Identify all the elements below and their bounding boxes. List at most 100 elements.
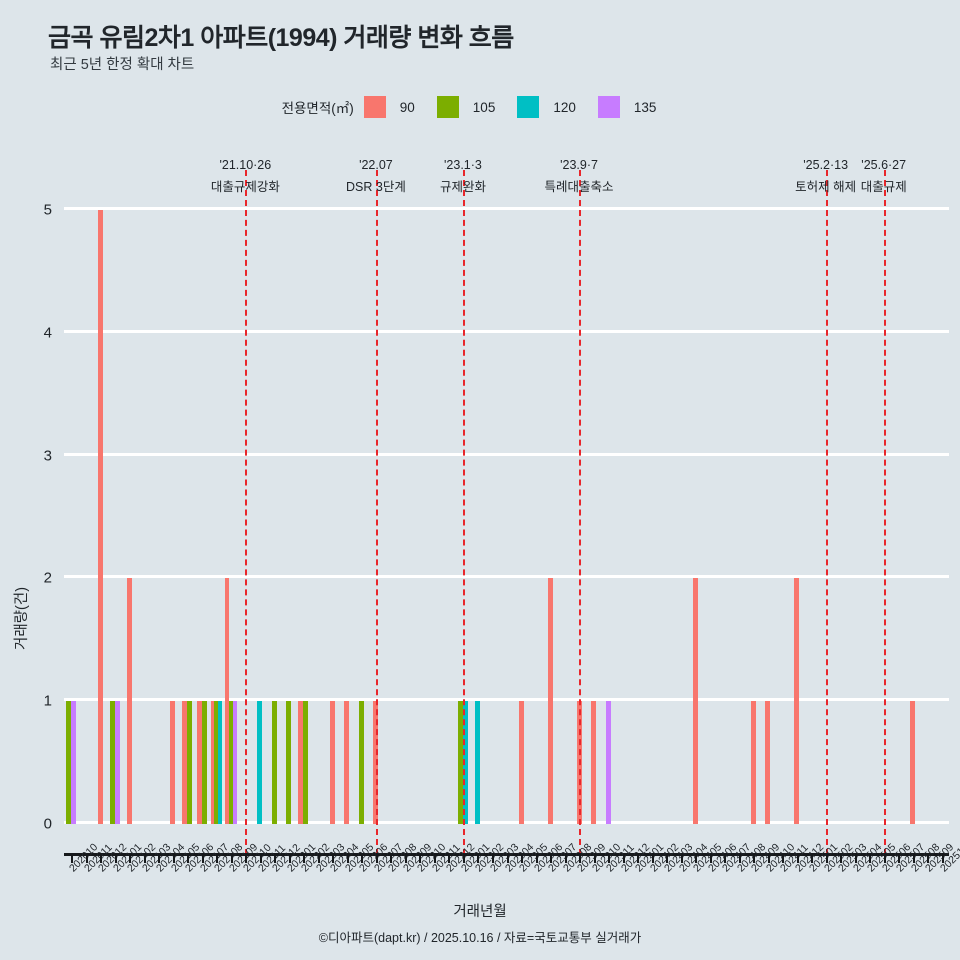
x-tick-mark xyxy=(811,853,814,863)
bar[interactable] xyxy=(187,701,193,824)
annotation-date: '23.1·3 xyxy=(444,158,482,172)
x-tick-mark xyxy=(782,853,785,863)
legend-label-90: 90 xyxy=(399,99,415,115)
bar[interactable] xyxy=(66,701,72,824)
bar[interactable] xyxy=(114,701,120,824)
x-tick-mark xyxy=(375,853,378,863)
y-axis-title: 거래량(건) xyxy=(14,586,30,650)
annotation-label-202301: '23.1·3 규제완화 xyxy=(440,158,486,195)
legend-item-90[interactable]: 90 xyxy=(363,96,429,118)
x-tick-mark xyxy=(724,853,727,863)
bar[interactable] xyxy=(182,701,188,824)
bar[interactable] xyxy=(218,701,223,824)
x-tick-mark xyxy=(608,853,611,863)
bar[interactable] xyxy=(518,701,524,824)
x-tick-mark xyxy=(912,853,915,863)
legend-label-105: 105 xyxy=(472,99,496,115)
bar[interactable] xyxy=(97,210,103,824)
bar[interactable] xyxy=(126,578,132,824)
x-tick-mark xyxy=(695,853,698,863)
x-tick-mark xyxy=(216,853,219,863)
bar[interactable] xyxy=(271,701,277,824)
x-tick-mark xyxy=(854,853,857,863)
bar[interactable] xyxy=(71,701,77,824)
bar[interactable] xyxy=(201,701,207,824)
legend-swatch-120 xyxy=(517,96,540,118)
bar[interactable] xyxy=(109,701,115,824)
x-tick-mark xyxy=(274,853,277,863)
bar[interactable] xyxy=(210,701,215,824)
gridline-5 xyxy=(64,207,949,210)
bar[interactable] xyxy=(605,701,611,824)
bar[interactable] xyxy=(457,701,463,824)
y-tick-label-5: 5 xyxy=(43,201,52,219)
annotation-date: '23.9·7 xyxy=(560,158,598,172)
x-tick-mark xyxy=(129,853,132,863)
annotation-label-202207: '22.07 DSR 3단계 xyxy=(346,158,406,195)
bar[interactable] xyxy=(303,701,309,824)
bar[interactable] xyxy=(474,701,480,824)
x-tick-mark xyxy=(651,853,654,863)
x-tick-mark xyxy=(317,853,320,863)
x-tick-mark xyxy=(462,853,465,863)
legend-swatch-90 xyxy=(363,96,386,118)
x-tick-mark xyxy=(883,853,886,863)
bar[interactable] xyxy=(462,701,468,824)
bar[interactable] xyxy=(228,701,233,824)
x-tick-mark xyxy=(927,853,930,863)
y-tick-label-3: 3 xyxy=(43,447,52,465)
annotation-text: 대출규제 xyxy=(860,180,907,194)
y-tick-label-4: 4 xyxy=(43,324,52,342)
x-tick-mark xyxy=(245,853,248,863)
bar[interactable] xyxy=(232,701,237,824)
bar[interactable] xyxy=(298,701,304,824)
plot-area xyxy=(64,170,949,855)
bar[interactable] xyxy=(910,701,916,824)
x-tick-mark xyxy=(709,853,712,863)
annotation-line-202502 xyxy=(825,170,828,855)
legend-item-135[interactable]: 135 xyxy=(597,96,671,118)
x-tick-mark xyxy=(158,853,161,863)
bar[interactable] xyxy=(214,701,219,824)
legend-item-105[interactable]: 105 xyxy=(436,96,510,118)
x-tick-mark xyxy=(738,853,741,863)
x-tick-mark xyxy=(114,853,117,863)
x-tick-mark xyxy=(448,853,451,863)
bar[interactable] xyxy=(196,701,202,824)
bar[interactable] xyxy=(257,701,263,824)
y-tick-label-2: 2 xyxy=(43,569,52,587)
annotation-label-202506: '25.6·27 대출규제 xyxy=(861,158,907,195)
x-tick-mark xyxy=(303,853,306,863)
annotation-text: 규제완화 xyxy=(439,180,486,194)
legend-label-120: 120 xyxy=(553,99,576,115)
legend: 전용면적(㎡) 90 105 120 135 xyxy=(0,96,960,118)
bar[interactable] xyxy=(750,701,756,824)
bar[interactable] xyxy=(591,701,597,824)
x-tick-mark xyxy=(564,853,567,863)
x-tick-mark xyxy=(521,853,523,863)
x-tick-mark xyxy=(288,853,291,863)
legend-item-120[interactable]: 120 xyxy=(517,96,590,118)
bar[interactable] xyxy=(170,701,176,824)
bar[interactable] xyxy=(794,578,800,824)
annotation-date: '25.6·27 xyxy=(861,158,907,172)
bar[interactable] xyxy=(692,578,698,824)
annotation-text: 대출규제강화 xyxy=(210,180,280,194)
x-tick-mark xyxy=(172,853,175,863)
bar[interactable] xyxy=(344,701,350,824)
bar[interactable] xyxy=(765,701,771,824)
annotation-label-202309: '23.9·7 특례대출축소 xyxy=(545,158,614,195)
legend-label-135: 135 xyxy=(633,99,657,115)
bar[interactable] xyxy=(286,701,292,824)
legend-swatch-105 xyxy=(436,96,459,118)
bar[interactable] xyxy=(358,701,364,824)
x-tick-mark xyxy=(579,853,582,863)
bar[interactable] xyxy=(225,578,229,824)
annotation-text: 특례대출축소 xyxy=(544,180,614,194)
x-tick-mark xyxy=(869,853,872,863)
bar[interactable] xyxy=(329,701,335,824)
legend-title: 전용면적(㎡) xyxy=(281,101,354,116)
x-tick-mark xyxy=(680,853,683,863)
bar[interactable] xyxy=(547,578,553,824)
